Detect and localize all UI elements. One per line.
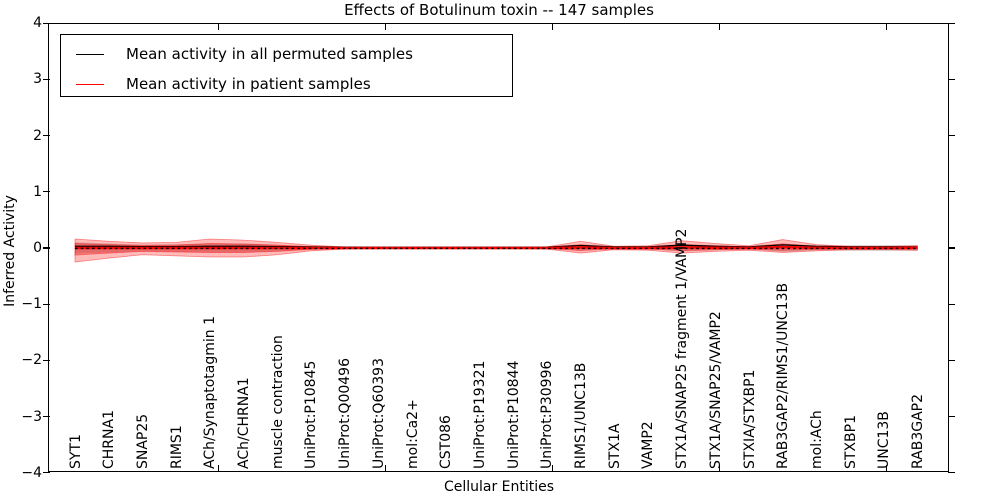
- x-tick-mark-top: [384, 24, 386, 30]
- x-category-label: RIMS1/UNC13B: [573, 362, 589, 469]
- y-tick-mark-right: [948, 22, 955, 24]
- y-tick-label: 1: [33, 183, 42, 200]
- x-category-label: SYT1: [67, 434, 84, 469]
- y-tick-mark-right: [948, 247, 955, 249]
- x-category-label: UniProt:Q00496: [337, 358, 354, 469]
- x-category-label: RIMS1: [168, 425, 185, 469]
- y-tick-label: −2: [21, 352, 42, 369]
- x-tick-mark-bottom: [551, 465, 553, 471]
- x-tick-mark-top: [217, 24, 219, 30]
- x-category-label: ACh/CHRNA1: [236, 377, 252, 469]
- x-category-label: UniProt:Q60393: [370, 358, 387, 469]
- x-category-label: VAMP2: [640, 421, 657, 469]
- x-category-label: muscle contraction: [269, 335, 286, 469]
- plot-area: [48, 23, 949, 472]
- x-tick-mark-top: [551, 24, 553, 30]
- x-category-label: UniProt:P19321: [471, 360, 488, 469]
- y-tick-mark-left: [43, 247, 50, 249]
- chart-canvas: [74, 238, 918, 263]
- x-tick-mark-bottom: [718, 465, 720, 471]
- y-tick-label: 0: [33, 240, 42, 256]
- y-tick-mark-left: [43, 303, 50, 305]
- y-tick-mark-left: [43, 22, 50, 24]
- x-category-label: STX1A/SNAP25 fragment 1/VAMP2: [674, 228, 691, 469]
- x-category-label: UniProt:P10845: [303, 360, 320, 469]
- x-category-label: UniProt:P30996: [539, 360, 556, 469]
- x-category-label: STX1A: [606, 423, 623, 469]
- y-tick-label: 3: [33, 71, 42, 88]
- x-tick-mark-bottom: [217, 465, 219, 471]
- y-tick-label: 4: [33, 15, 42, 32]
- x-category-label: mol:ACh: [808, 410, 825, 469]
- y-tick-mark-right: [948, 472, 955, 474]
- legend-item: Mean activity in patient samples: [61, 71, 512, 99]
- x-category-label: STX1A/SNAP25/VAMP2: [707, 311, 724, 469]
- y-tick-mark-right: [948, 415, 955, 418]
- y-tick-mark-left: [43, 134, 50, 137]
- x-category-label: STXIA/STXBP1: [741, 369, 758, 469]
- y-tick-mark-left: [43, 191, 50, 193]
- x-category-label: UNC13B: [876, 411, 893, 469]
- patient-mean-line: [75, 245, 918, 250]
- x-category-label: RAB3GAP2: [910, 393, 926, 469]
- x-category-label: CST086: [438, 415, 455, 469]
- x-category-label: SNAP25: [134, 413, 151, 469]
- y-tick-label: −1: [21, 296, 42, 313]
- y-tick-label: 2: [33, 127, 42, 144]
- chart-title: Effects of Botulinum toxin -- 147 sample…: [344, 1, 654, 19]
- y-tick-mark-left: [43, 78, 50, 81]
- x-tick-mark-bottom: [885, 465, 887, 471]
- y-tick-mark-left: [43, 472, 50, 474]
- y-tick-label: −4: [21, 464, 42, 481]
- legend-label: Mean activity in all permuted samples: [126, 45, 413, 63]
- y-tick-mark-right: [948, 303, 955, 305]
- y-tick-mark-right: [948, 134, 955, 137]
- x-axis-title: Cellular Entities: [443, 479, 555, 495]
- x-category-label: ACh/Synaptotagmin 1: [202, 316, 219, 469]
- legend-line-sample: [76, 84, 104, 85]
- x-category-label: mol:Ca2+: [404, 399, 421, 469]
- x-tick-mark-bottom: [384, 465, 386, 471]
- y-tick-mark-right: [948, 78, 955, 81]
- x-category-label: STXBP1: [842, 415, 859, 469]
- x-category-label: RAB3GAP2/RIMS1/UNC13B: [775, 282, 792, 469]
- y-tick-mark-right: [948, 191, 955, 193]
- legend-item: Mean activity in all permuted samples: [61, 41, 512, 69]
- x-category-label: CHRNA1: [101, 410, 118, 469]
- legend: Mean activity in all permuted samples Mea…: [60, 34, 513, 97]
- legend-line-sample: [76, 54, 104, 55]
- y-tick-mark-right: [948, 359, 955, 362]
- legend-label: Mean activity in patient samples: [126, 75, 371, 93]
- y-tick-label: −3: [21, 408, 42, 425]
- y-tick-mark-left: [43, 415, 50, 418]
- x-tick-mark-top: [885, 24, 887, 30]
- x-tick-mark-top: [718, 24, 720, 30]
- y-tick-mark-left: [43, 359, 50, 362]
- x-category-label: UniProt:P10844: [505, 360, 522, 469]
